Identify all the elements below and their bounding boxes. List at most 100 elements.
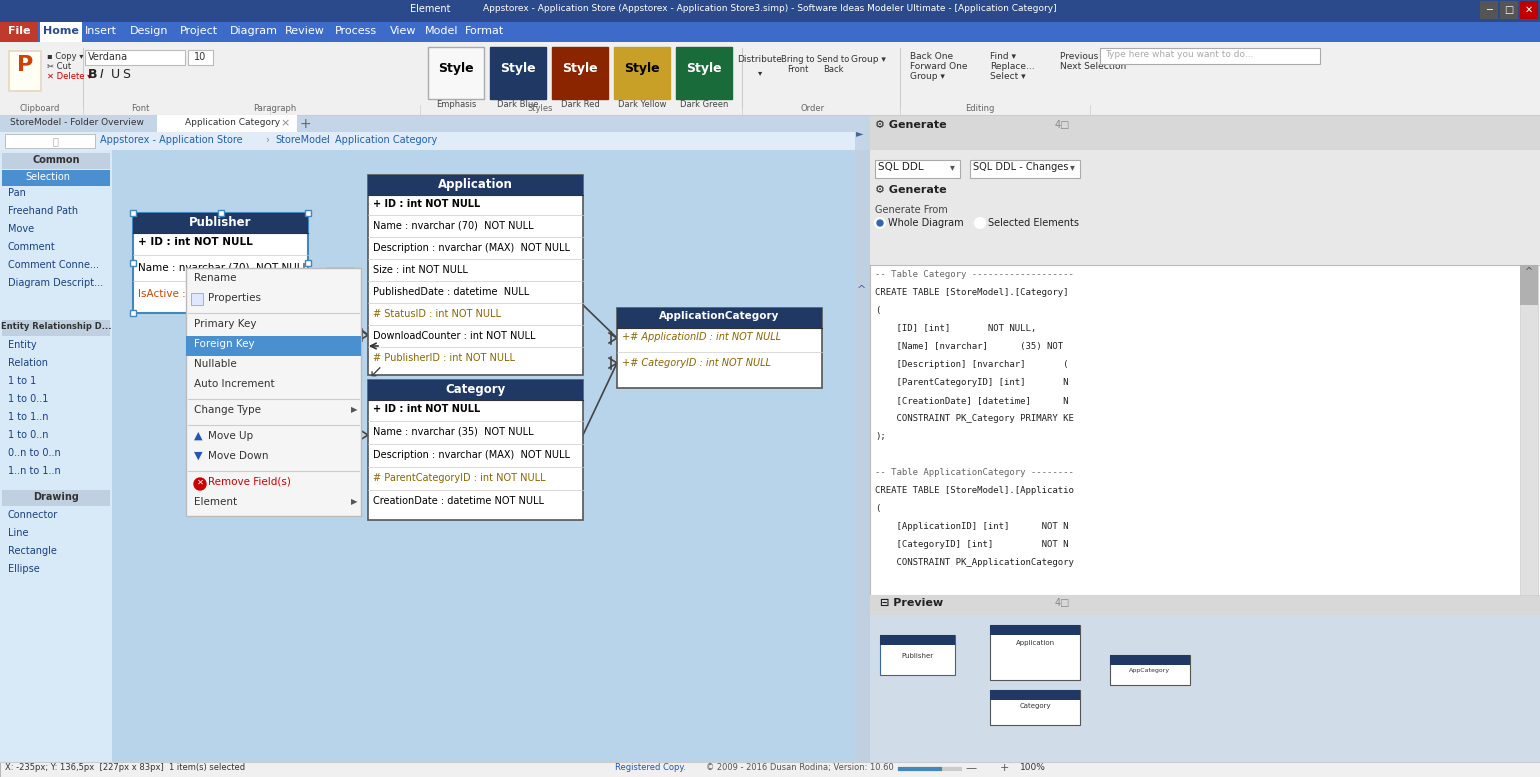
Bar <box>870 265 1540 595</box>
Text: Paragraph: Paragraph <box>254 104 297 113</box>
Bar <box>186 268 360 516</box>
Text: Dark Green: Dark Green <box>679 100 728 109</box>
Text: U: U <box>111 68 120 81</box>
Text: Review: Review <box>285 26 325 36</box>
Text: Registered Copy.: Registered Copy. <box>614 763 685 772</box>
Text: 4□: 4□ <box>1055 120 1070 130</box>
Bar <box>0 132 870 150</box>
Bar <box>0 22 38 42</box>
Text: [CategoryID] [int]         NOT N: [CategoryID] [int] NOT N <box>875 540 1069 549</box>
Text: ▾: ▾ <box>758 68 762 77</box>
Bar <box>855 115 870 150</box>
Text: Publisher: Publisher <box>901 653 933 659</box>
Text: Category: Category <box>1019 703 1050 709</box>
Text: 🔍: 🔍 <box>52 136 59 146</box>
Text: Relation: Relation <box>8 358 48 368</box>
Text: 100%: 100% <box>1019 763 1046 772</box>
Text: Styles: Styles <box>527 104 553 113</box>
Bar <box>855 115 870 615</box>
Bar <box>85 50 185 65</box>
Bar <box>870 615 1540 777</box>
Text: +: + <box>311 270 320 280</box>
Text: CONSTRAINT PK_ApplicationCategory: CONSTRAINT PK_ApplicationCategory <box>875 558 1073 567</box>
Text: 4□: 4□ <box>1055 598 1070 608</box>
Text: +: + <box>999 763 1009 773</box>
Text: +# ApplicationID : int NOT NULL: +# ApplicationID : int NOT NULL <box>622 332 781 342</box>
Text: CreationDate : datetime NOT NULL: CreationDate : datetime NOT NULL <box>373 496 544 506</box>
Text: □: □ <box>1505 5 1514 15</box>
Text: AppCategory: AppCategory <box>1129 668 1170 673</box>
Text: + ID : int NOT NULL: + ID : int NOT NULL <box>373 199 480 209</box>
Text: View: View <box>390 26 416 36</box>
Bar <box>614 47 670 99</box>
Text: Element: Element <box>194 497 237 507</box>
Bar <box>326 268 354 286</box>
Text: Format: Format <box>465 26 504 36</box>
Text: © 2009 - 2016 Dusan Rodina; Version: 10.60: © 2009 - 2016 Dusan Rodina; Version: 10.… <box>707 763 893 772</box>
Circle shape <box>975 218 986 228</box>
Text: Name : nvarchar (70)  NOT NULL: Name : nvarchar (70) NOT NULL <box>373 221 534 231</box>
Text: Rename: Rename <box>194 273 237 283</box>
Text: ─: ─ <box>1486 5 1492 15</box>
Text: [Description] [nvarchar]       (: [Description] [nvarchar] ( <box>875 360 1069 369</box>
Text: Auto Increment: Auto Increment <box>194 379 274 389</box>
Text: Bring to
Front: Bring to Front <box>781 55 815 75</box>
Text: ⊟ Preview: ⊟ Preview <box>879 598 942 608</box>
Bar <box>870 115 1540 150</box>
Text: Entity Relationship D...: Entity Relationship D... <box>0 322 111 331</box>
Text: IsActive : int NOT NULL: IsActive : int NOT NULL <box>139 289 259 299</box>
Text: CONSTRAINT PK_Category PRIMARY KE: CONSTRAINT PK_Category PRIMARY KE <box>875 414 1073 423</box>
Text: Connector: Connector <box>8 510 59 520</box>
Text: CREATE TABLE [StoreModel].[Applicatio: CREATE TABLE [StoreModel].[Applicatio <box>875 486 1073 495</box>
Text: ✕: ✕ <box>1525 5 1532 15</box>
Text: StoreModel: StoreModel <box>276 135 330 145</box>
Text: Font: Font <box>131 104 149 113</box>
Text: Find ▾: Find ▾ <box>990 52 1016 61</box>
Text: Name : nvarchar (70)  NOT NULL: Name : nvarchar (70) NOT NULL <box>139 263 308 273</box>
Bar <box>1100 48 1320 64</box>
Bar <box>368 175 584 195</box>
Text: ✂ Cut: ✂ Cut <box>48 62 71 71</box>
Text: +# CategoryID : int NOT NULL: +# CategoryID : int NOT NULL <box>622 358 772 368</box>
Text: P: P <box>17 55 34 75</box>
Bar <box>186 336 360 356</box>
Bar <box>132 213 308 313</box>
Text: CREATE TABLE [StoreModel].[Category]: CREATE TABLE [StoreModel].[Category] <box>875 288 1069 297</box>
Text: Appstorex - Application Store (Appstorex - Application Store3.simp) - Software I: Appstorex - Application Store (Appstorex… <box>484 4 1056 13</box>
Text: DownloadCounter : int NOT NULL: DownloadCounter : int NOT NULL <box>373 331 536 341</box>
Text: 1 to 1: 1 to 1 <box>8 376 37 386</box>
Text: Group ▾: Group ▾ <box>910 72 946 81</box>
Text: ›: › <box>265 135 270 145</box>
Text: Project: Project <box>180 26 219 36</box>
Text: 1 to 1..n: 1 to 1..n <box>8 412 48 422</box>
Bar <box>870 150 1540 265</box>
Bar <box>970 160 1080 178</box>
Text: Send to
Back: Send to Back <box>816 55 849 75</box>
Text: Rectangle: Rectangle <box>8 546 57 556</box>
Text: Line: Line <box>8 528 29 538</box>
Text: Freehand Path: Freehand Path <box>8 206 79 216</box>
Text: ^: ^ <box>858 285 867 295</box>
Text: ▾: ▾ <box>1070 162 1075 172</box>
Text: Application: Application <box>1015 640 1055 646</box>
Bar <box>132 213 308 233</box>
Text: 1..n to 1..n: 1..n to 1..n <box>8 466 60 476</box>
Text: Dark Yellow: Dark Yellow <box>618 100 667 109</box>
Text: ⚙ Generate: ⚙ Generate <box>875 185 947 195</box>
Text: Next Selection: Next Selection <box>1060 62 1126 71</box>
Text: # PublisherID : int NOT NULL: # PublisherID : int NOT NULL <box>373 353 514 363</box>
Bar <box>0 115 870 132</box>
Bar <box>217 210 223 216</box>
Text: [CreationDate] [datetime]      N: [CreationDate] [datetime] N <box>875 396 1069 405</box>
Text: Design: Design <box>129 26 168 36</box>
Text: I: I <box>100 68 103 81</box>
Text: Previous Selection: Previous Selection <box>1060 52 1143 61</box>
Bar <box>188 50 213 65</box>
Bar <box>368 380 584 400</box>
Text: Type here what you want to do...: Type here what you want to do... <box>1106 50 1254 59</box>
Text: Category: Category <box>445 383 505 396</box>
Bar <box>990 625 1080 635</box>
Bar <box>990 625 1080 680</box>
Text: Description : nvarchar (MAX)  NOT NULL: Description : nvarchar (MAX) NOT NULL <box>373 450 570 460</box>
Bar <box>1110 655 1190 685</box>
